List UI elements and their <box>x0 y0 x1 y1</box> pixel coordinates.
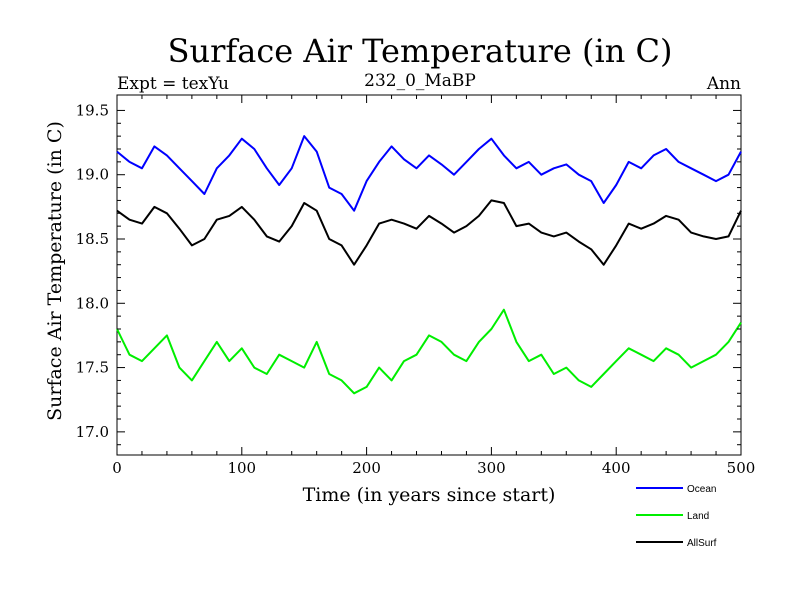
legend-label-land: Land <box>687 511 709 522</box>
legend-label-allsurf: AllSurf <box>687 538 717 549</box>
run-label: 232_0_MaBP <box>364 71 476 91</box>
series-line-ocean <box>116 135 742 212</box>
y-tick-label: 18.5 <box>76 230 109 248</box>
series-line-allsurf <box>116 199 742 266</box>
legend: Ocean Land AllSurf <box>636 484 717 549</box>
y-axis-label: Surface Air Temperature (in C) <box>44 121 66 421</box>
season-label: Ann <box>706 74 741 94</box>
x-tick-label: 200 <box>352 459 381 477</box>
series-layer <box>116 135 742 395</box>
y-tick-label: 17.0 <box>76 423 109 441</box>
y-tick-label: 17.5 <box>76 359 109 377</box>
plot-frame <box>116 94 742 456</box>
x-tick-label: 500 <box>727 459 756 477</box>
x-tick-label: 300 <box>477 459 506 477</box>
y-tick-label: 18.0 <box>76 294 109 312</box>
chart-title: Surface Air Temperature (in C) <box>168 32 673 70</box>
legend-label-ocean: Ocean <box>687 484 716 495</box>
x-tick-label: 100 <box>227 459 256 477</box>
experiment-label: Expt = texYu <box>117 74 229 94</box>
axis-layer: 0 100 200 300 400 500 17.0 17.5 18.0 18.5 19.0 19.5 <box>76 95 756 477</box>
x-tick-label: 400 <box>602 459 631 477</box>
y-tick-label: 19.0 <box>76 166 109 184</box>
y-tick-label: 19.5 <box>76 101 109 119</box>
series-line-land <box>116 308 742 395</box>
x-axis-label: Time (in years since start) <box>303 484 556 506</box>
x-tick-label: 0 <box>112 459 122 477</box>
